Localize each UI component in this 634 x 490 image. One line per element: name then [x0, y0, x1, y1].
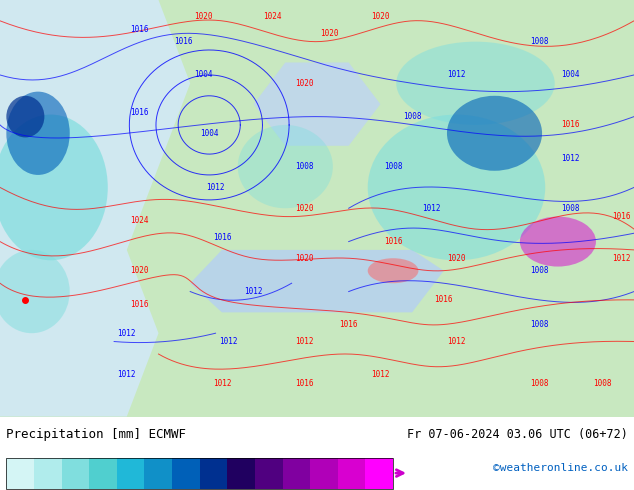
Ellipse shape — [6, 92, 70, 175]
Text: 1008: 1008 — [529, 320, 548, 329]
Text: 1008: 1008 — [529, 266, 548, 275]
Text: 1016: 1016 — [384, 237, 403, 246]
Text: ©weatheronline.co.uk: ©weatheronline.co.uk — [493, 463, 628, 473]
Text: 1016: 1016 — [212, 233, 231, 242]
Bar — [172, 458, 200, 489]
Text: 1020: 1020 — [447, 254, 466, 263]
Bar — [310, 458, 338, 489]
Bar — [255, 458, 283, 489]
Text: 1008: 1008 — [561, 204, 580, 213]
Bar — [365, 458, 393, 489]
Bar — [200, 458, 228, 489]
Bar — [283, 458, 310, 489]
Ellipse shape — [447, 96, 542, 171]
Text: 1008: 1008 — [403, 112, 422, 121]
Text: 1012: 1012 — [295, 337, 314, 346]
Text: 1012: 1012 — [612, 254, 631, 263]
Text: Fr 07-06-2024 03.06 UTC (06+72): Fr 07-06-2024 03.06 UTC (06+72) — [407, 427, 628, 441]
Bar — [117, 458, 145, 489]
Polygon shape — [190, 250, 444, 313]
Text: 1016: 1016 — [434, 295, 453, 304]
Polygon shape — [0, 0, 190, 416]
Text: 1012: 1012 — [117, 370, 136, 379]
Text: 1012: 1012 — [561, 154, 580, 163]
Ellipse shape — [0, 115, 108, 260]
Bar — [145, 458, 172, 489]
Text: 1020: 1020 — [295, 204, 314, 213]
Text: 1016: 1016 — [174, 37, 193, 46]
Text: 1012: 1012 — [117, 329, 136, 338]
Text: 1008: 1008 — [295, 162, 314, 171]
Text: 1008: 1008 — [529, 379, 548, 388]
Ellipse shape — [238, 125, 333, 208]
Text: Precipitation [mm] ECMWF: Precipitation [mm] ECMWF — [6, 427, 186, 441]
Text: 1012: 1012 — [371, 370, 390, 379]
Text: 1016: 1016 — [130, 299, 149, 309]
Text: 1012: 1012 — [422, 204, 441, 213]
Text: 1016: 1016 — [612, 212, 631, 221]
Text: 1020: 1020 — [371, 12, 390, 21]
Ellipse shape — [520, 217, 596, 267]
Text: 1012: 1012 — [244, 287, 263, 296]
Ellipse shape — [368, 115, 545, 260]
Text: 1012: 1012 — [206, 183, 225, 192]
Bar — [228, 458, 255, 489]
Text: 1016: 1016 — [130, 108, 149, 117]
Ellipse shape — [396, 42, 555, 125]
Text: 1008: 1008 — [384, 162, 403, 171]
Polygon shape — [254, 62, 380, 146]
Text: 1020: 1020 — [295, 254, 314, 263]
Text: 1008: 1008 — [529, 37, 548, 46]
Text: 1004: 1004 — [561, 71, 580, 79]
Text: 1016: 1016 — [295, 379, 314, 388]
Text: 1024: 1024 — [130, 216, 149, 225]
Text: 1008: 1008 — [593, 379, 612, 388]
Text: 1016: 1016 — [561, 121, 580, 129]
Text: 1020: 1020 — [193, 12, 212, 21]
Text: 1016: 1016 — [339, 320, 358, 329]
Text: 1016: 1016 — [130, 24, 149, 34]
Bar — [89, 458, 117, 489]
Bar — [338, 458, 365, 489]
Text: 1012: 1012 — [447, 337, 466, 346]
Ellipse shape — [368, 258, 418, 283]
Text: 1012: 1012 — [219, 337, 238, 346]
Text: 1012: 1012 — [447, 71, 466, 79]
Text: 1020: 1020 — [320, 29, 339, 38]
Text: 1012: 1012 — [212, 379, 231, 388]
Bar — [34, 458, 61, 489]
Text: 1020: 1020 — [130, 266, 149, 275]
Text: 1020: 1020 — [295, 79, 314, 88]
Ellipse shape — [0, 250, 70, 333]
Bar — [61, 458, 89, 489]
Bar — [6, 458, 34, 489]
Bar — [6, 458, 393, 489]
Text: 1024: 1024 — [263, 12, 282, 21]
Text: 1004: 1004 — [193, 71, 212, 79]
Ellipse shape — [6, 96, 44, 138]
Text: 1004: 1004 — [200, 129, 219, 138]
